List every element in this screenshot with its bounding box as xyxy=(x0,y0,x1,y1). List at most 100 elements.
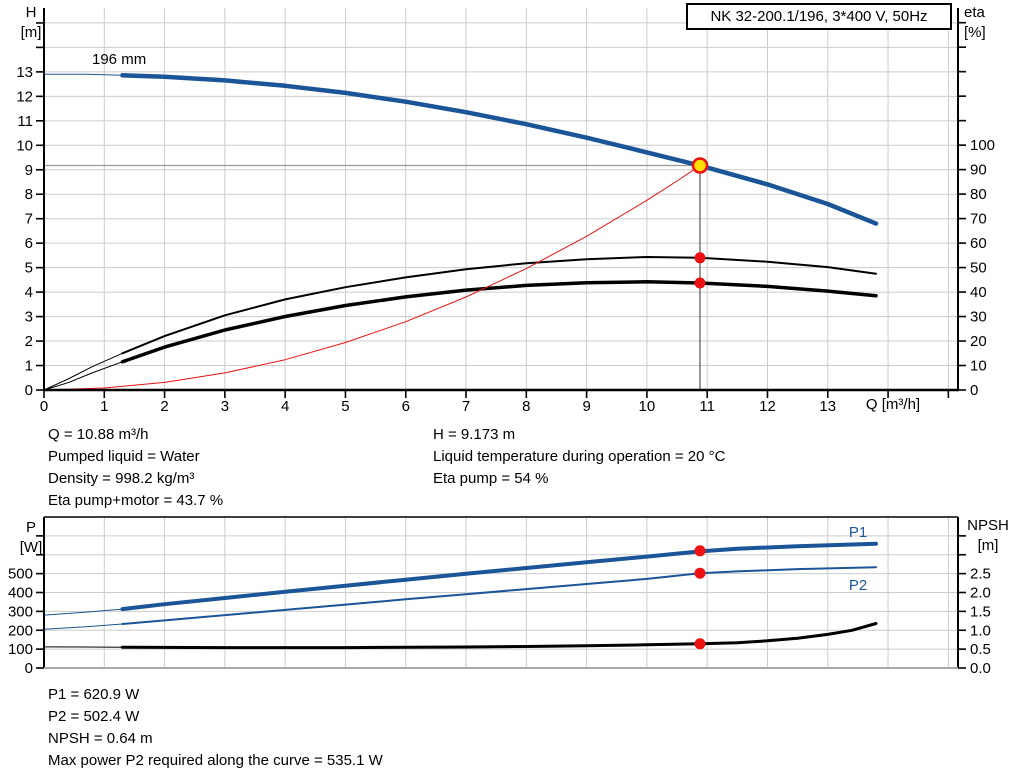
npsh-axis-name: NPSH xyxy=(967,517,1009,534)
npsh-curve xyxy=(120,622,878,650)
y-right-tick-label: 10 xyxy=(970,358,987,375)
npsh-value: NPSH = 0.64 m xyxy=(48,730,153,747)
y-right-tick-label: 0.0 xyxy=(970,660,991,677)
h-axis-label: H [m] xyxy=(14,3,48,43)
y-right-tick-label: 50 xyxy=(970,260,987,277)
y-right-tick-label: 2.5 xyxy=(970,566,991,583)
duty-point-marker[interactable] xyxy=(691,157,709,174)
p2-curve xyxy=(121,566,877,625)
x-tick-label: 5 xyxy=(341,398,349,415)
head-capacity-chart[interactable]: 0123456789101112130102030405060708090100… xyxy=(16,8,995,415)
y-left-tick-label: 5 xyxy=(25,260,33,277)
eta-pump-motor-point-marker xyxy=(694,277,706,289)
y-right-tick-label: 70 xyxy=(970,211,987,228)
h-axis-name: H xyxy=(25,4,37,21)
eta-axis-label: eta [%] xyxy=(964,3,1008,43)
duty-data-right: H = 9.173 m Liquid temperature during op… xyxy=(433,424,725,490)
eta-pump-curve-lead xyxy=(43,352,123,391)
y-right-tick-label: 80 xyxy=(970,186,987,203)
y-left-tick-label: 11 xyxy=(17,113,33,130)
p-axis-label: P [W] xyxy=(14,518,48,558)
npsh-axis-unit: [m] xyxy=(977,537,999,554)
density: Density = 998.2 kg/m³ xyxy=(48,470,195,487)
y-right-tick-label: 60 xyxy=(970,235,987,252)
head-196mm-curve xyxy=(120,73,879,226)
impeller-diameter-label: 196 mm xyxy=(92,51,147,68)
y-left-tick-label: 400 xyxy=(8,585,33,602)
p1-curve xyxy=(120,541,878,612)
y-left-tick-label: 200 xyxy=(8,622,33,639)
x-tick-label: 6 xyxy=(402,398,410,415)
p2-value: P2 = 502.4 W xyxy=(48,708,140,725)
y-left-tick-label: 7 xyxy=(25,211,33,228)
eta-pump-motor-curve xyxy=(120,280,878,364)
y-left-tick-label: 12 xyxy=(16,88,33,105)
liquid-temperature: Liquid temperature during operation = 20… xyxy=(433,448,726,465)
y-right-tick-label: 2.0 xyxy=(970,585,991,602)
x-tick-label: 11 xyxy=(699,398,715,415)
x-tick-label: 12 xyxy=(759,398,776,415)
power-data: P1 = 620.9 W P2 = 502.4 W NPSH = 0.64 m … xyxy=(48,684,383,772)
p2-point-marker xyxy=(694,567,706,579)
h-axis-unit: [m] xyxy=(20,24,42,41)
eta-pump: Eta pump = 54 % xyxy=(433,470,549,487)
x-tick-label: 13 xyxy=(819,398,836,415)
y-left-tick-label: 300 xyxy=(8,603,33,620)
y-right-tick-label: 0.5 xyxy=(970,641,991,658)
system-curve-curve xyxy=(43,165,701,391)
y-right-tick-label: 1.0 xyxy=(970,622,991,639)
y-left-tick-label: 6 xyxy=(25,235,33,252)
y-right-tick-label: 1.5 xyxy=(970,603,991,620)
x-tick-label: 9 xyxy=(582,398,590,415)
y-right-tick-label: 90 xyxy=(970,162,987,179)
eta-pump-motor-curve-lead xyxy=(43,361,123,391)
pumped-liquid: Pumped liquid = Water xyxy=(48,448,200,465)
max-power-p2: Max power P2 required along the curve = … xyxy=(48,752,383,769)
p1-point-marker xyxy=(694,545,706,557)
x-tick-label: 10 xyxy=(639,398,656,415)
y-left-tick-label: 100 xyxy=(8,641,33,658)
y-left-tick-label: 9 xyxy=(25,162,33,179)
y-left-tick-label: 10 xyxy=(16,137,33,154)
y-right-tick-label: 0 xyxy=(970,382,978,399)
y-left-tick-label: 0 xyxy=(25,382,33,399)
y-left-tick-label: 1 xyxy=(25,358,33,375)
x-tick-label: 0 xyxy=(40,398,48,415)
y-right-tick-label: 20 xyxy=(970,333,987,350)
y-left-tick-label: 4 xyxy=(25,284,33,301)
x-tick-label: 4 xyxy=(281,398,289,415)
x-tick-label: 7 xyxy=(462,398,470,415)
x-tick-label: 8 xyxy=(522,398,530,415)
y-left-tick-label: 3 xyxy=(25,309,33,326)
p1-curve-lead xyxy=(43,608,123,616)
x-tick-label: 3 xyxy=(221,398,229,415)
y-left-tick-label: 8 xyxy=(25,186,33,203)
p1-value: P1 = 620.9 W xyxy=(48,686,140,703)
x-tick-label: 2 xyxy=(160,398,168,415)
eta-pump-motor: Eta pump+motor = 43.7 % xyxy=(48,492,224,509)
npsh-axis-label: NPSH [m] xyxy=(958,516,1018,556)
eta-axis-name: eta xyxy=(964,4,985,21)
p2-curve-label: P2 xyxy=(848,577,868,594)
head-196mm-curve-lead xyxy=(43,73,123,76)
duty-h: H = 9.173 m xyxy=(433,426,516,443)
pump-title-box: NK 32-200.1/196, 3*400 V, 50Hz xyxy=(686,3,952,30)
duty-data-left: Q = 10.88 m³/h Pumped liquid = Water Den… xyxy=(48,424,223,512)
p2-curve-lead xyxy=(43,623,123,630)
eta-axis-unit: [%] xyxy=(964,24,986,41)
y-left-tick-label: 0 xyxy=(25,660,33,677)
y-right-tick-label: 100 xyxy=(970,137,995,154)
q-axis-label: Q [m³/h] xyxy=(865,396,921,413)
npsh-point-marker xyxy=(694,638,706,650)
p1-curve-label: P1 xyxy=(848,524,868,541)
p-axis-name: P xyxy=(25,519,36,536)
eta-pump-point-marker xyxy=(694,252,706,264)
duty-q: Q = 10.88 m³/h xyxy=(48,426,149,443)
y-left-tick-label: 2 xyxy=(25,333,33,350)
x-tick-label: 1 xyxy=(100,398,108,415)
y-right-tick-label: 30 xyxy=(970,309,987,326)
eta-pump-curve xyxy=(121,256,877,355)
